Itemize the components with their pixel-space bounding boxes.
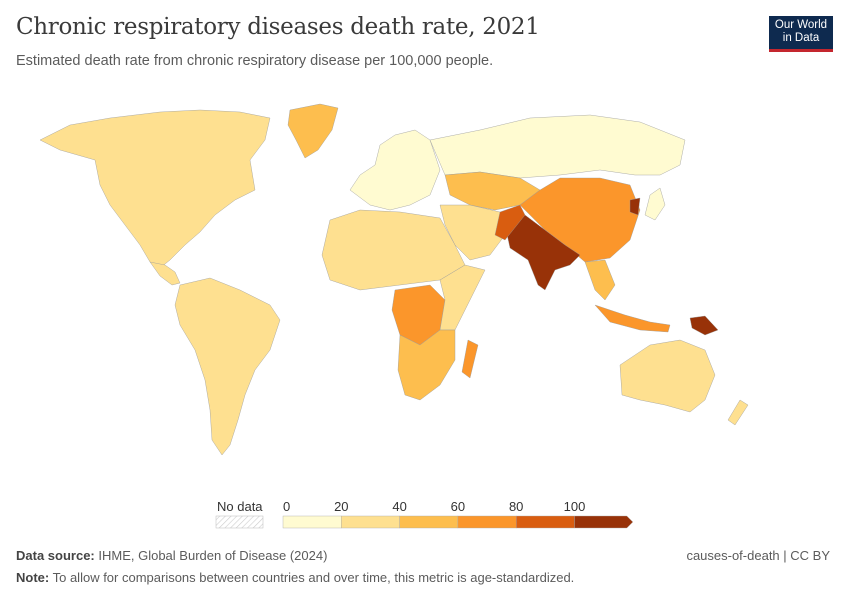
legend-tick-label: 60 [451,499,465,514]
chart-subtitle: Estimated death rate from chronic respir… [16,53,494,69]
region-papua-new-guinea[interactable] [689,315,719,336]
region-korea[interactable] [629,197,641,216]
legend-bin[interactable] [282,515,342,529]
region-new-zealand[interactable] [727,399,749,426]
source-line: Data source: IHME, Global Burden of Dise… [16,548,327,563]
logo-line: Our World [774,19,828,31]
logo-line: in Data [782,31,820,44]
note-text: To allow for comparisons between countri… [52,570,575,585]
owid-logo[interactable]: Our World in Data [769,16,833,52]
legend-tick-label: 80 [509,499,523,514]
region-north-america[interactable] [39,109,271,269]
source-label: Data source: [16,548,95,563]
legend-bin[interactable] [341,515,400,529]
legend-tick-label: 40 [392,499,406,514]
region-madagascar[interactable] [461,339,479,379]
note-label: Note: [16,570,50,585]
region-pakistan[interactable] [494,204,526,241]
legend-tick-label: 100 [564,499,586,514]
legend-tick-label: 20 [334,499,348,514]
region-africa-south[interactable] [397,329,456,401]
region-indonesia[interactable] [594,304,671,333]
region-africa-east[interactable] [439,264,486,331]
source-text[interactable]: IHME, Global Burden of Disease (2024) [98,548,328,563]
legend-bin[interactable] [516,515,575,529]
license[interactable]: causes-of-death | CC BY [686,548,830,563]
legend-bin[interactable] [457,515,517,529]
legend-no-data-swatch [215,515,264,529]
legend-tick-label: 0 [283,499,290,514]
region-central-america[interactable] [149,261,181,286]
region-southeast-asia[interactable] [584,259,616,301]
region-greenland[interactable] [287,103,339,159]
legend-bin[interactable] [399,515,459,529]
region-australia[interactable] [619,339,716,413]
legend-no-data-label: No data [217,499,263,514]
region-middle-east[interactable] [439,204,506,261]
region-japan[interactable] [644,187,666,221]
legend-bin[interactable] [574,515,634,529]
chart-title: Chronic respiratory diseases death rate,… [16,14,540,40]
note-line: Note: To allow for comparisons between c… [16,570,574,585]
region-south-america[interactable] [174,277,281,456]
region-south-asia[interactable] [504,214,581,291]
